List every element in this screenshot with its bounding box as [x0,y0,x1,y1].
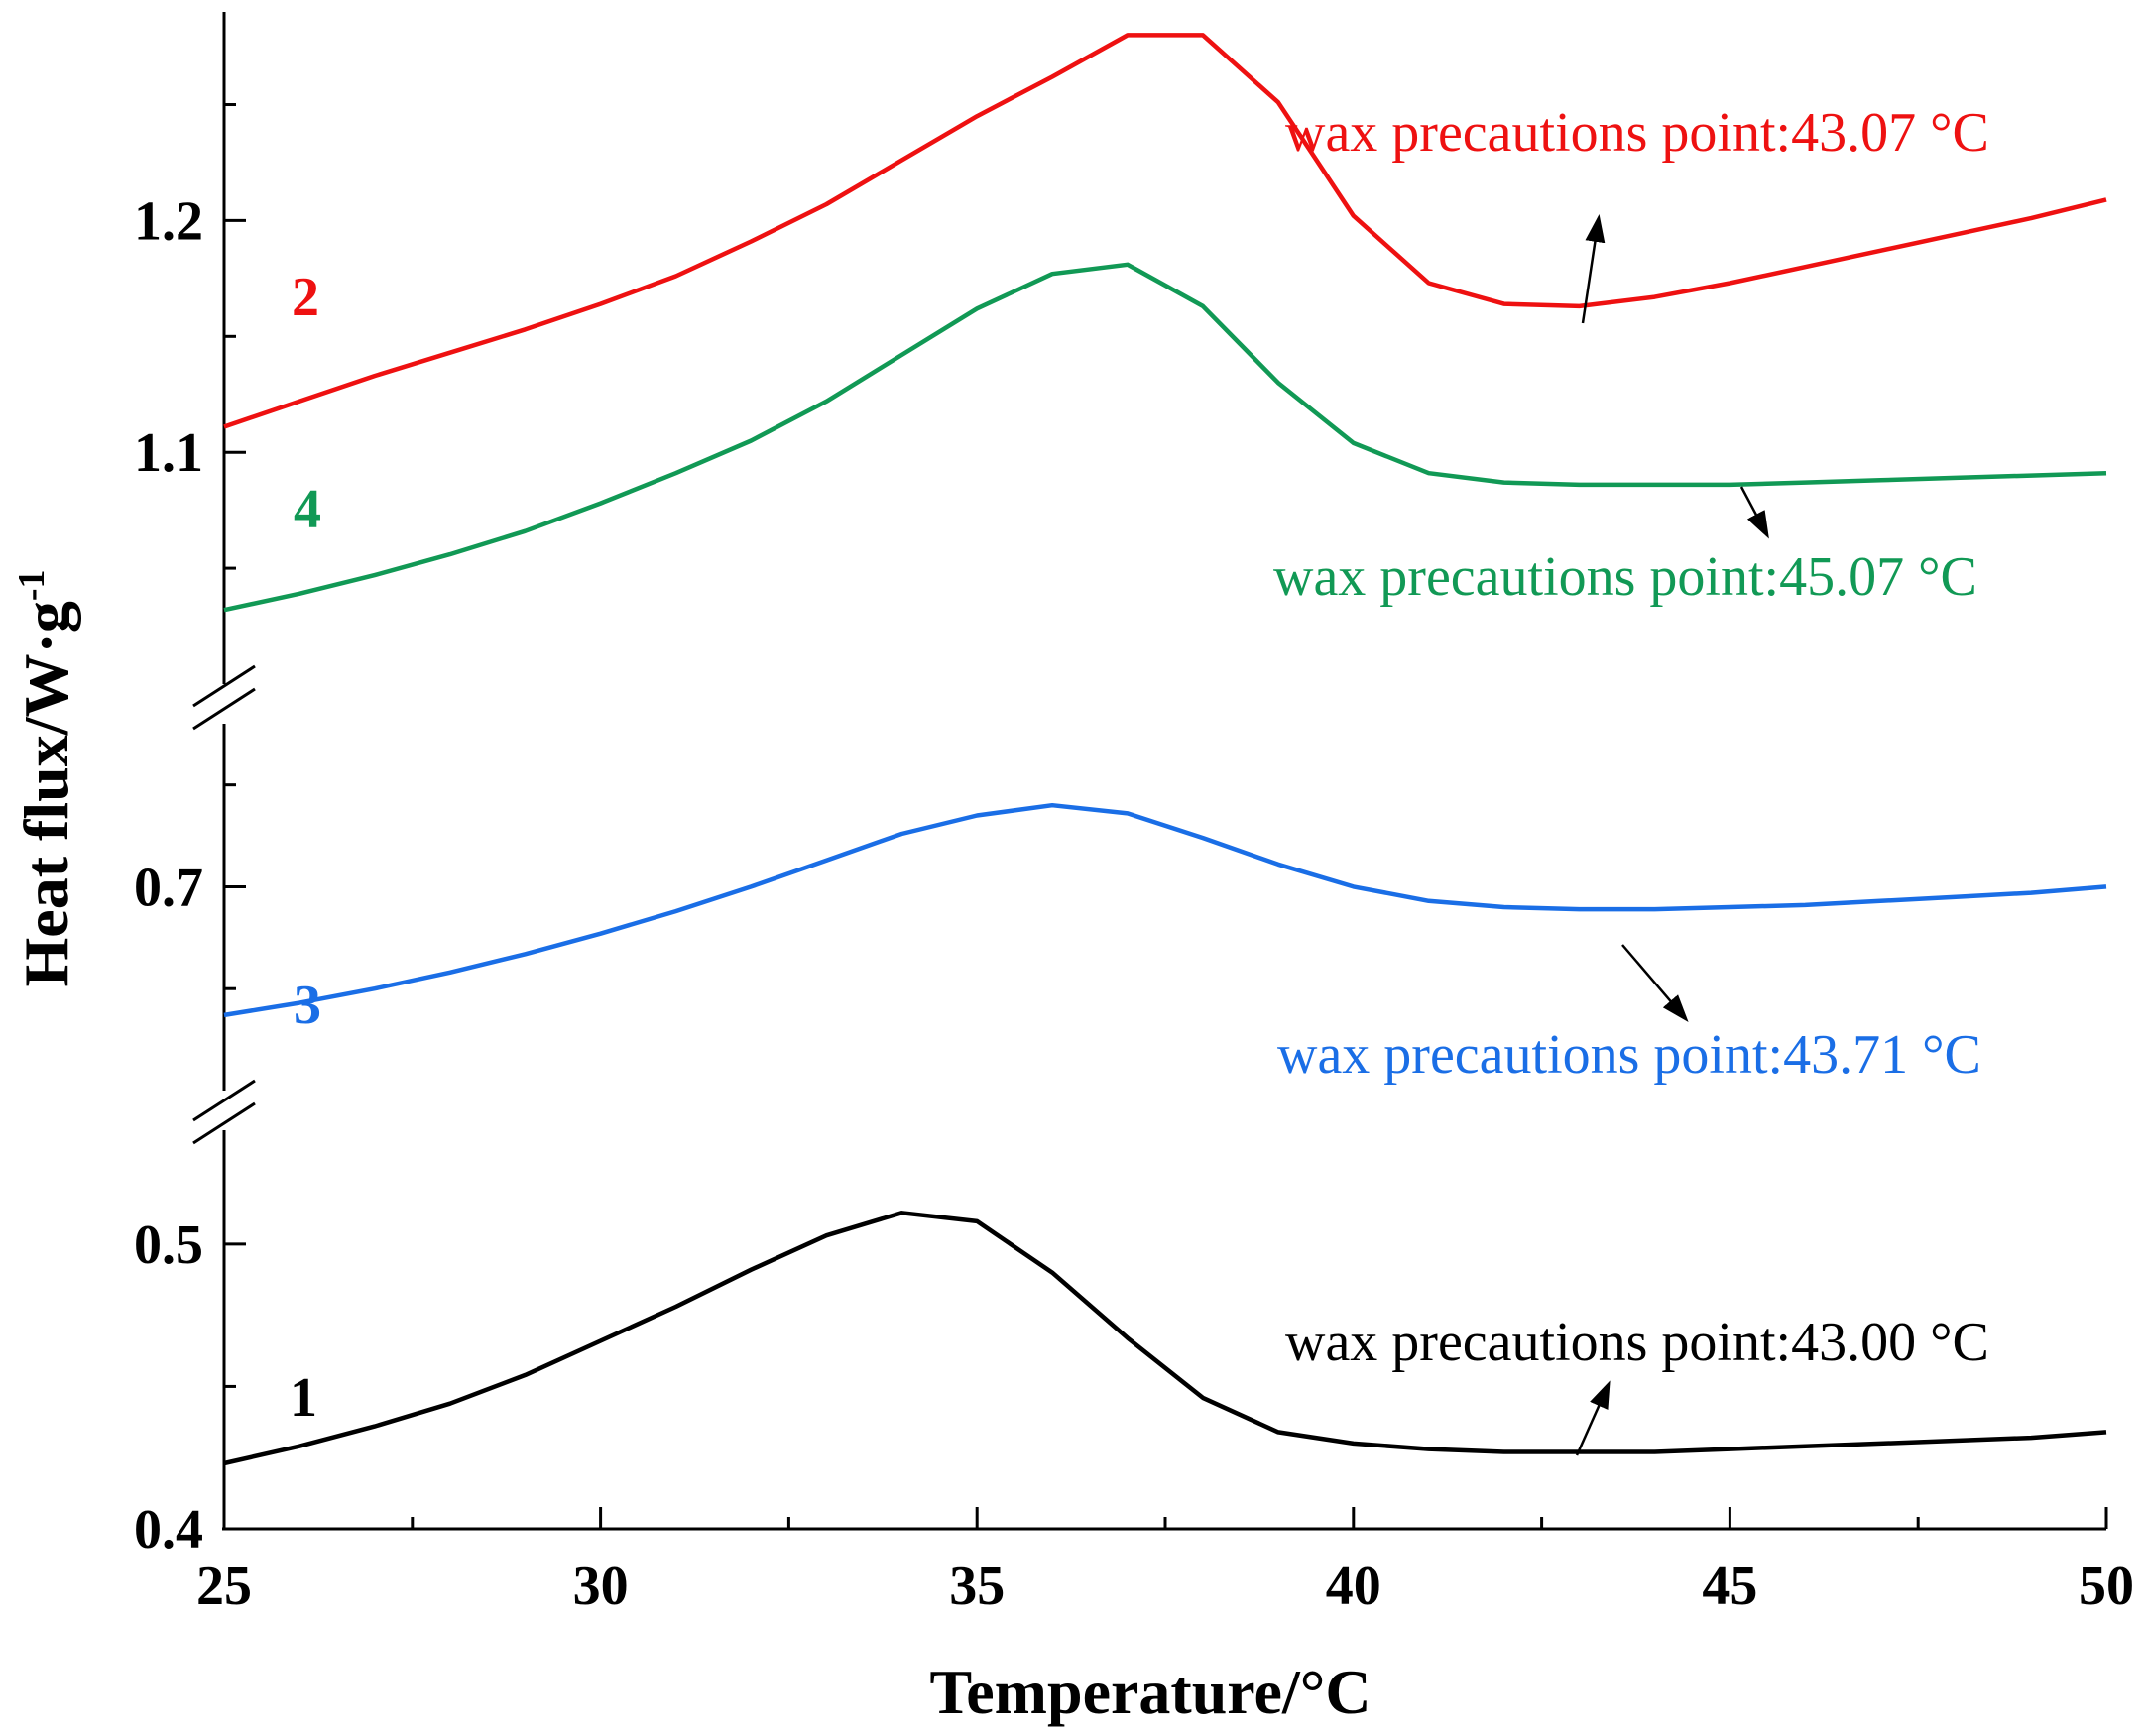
y-ticks: 0.4 0.5 0.7 1.1 1.2 [134,103,246,1561]
series-number-label-1: 1 [290,1367,317,1429]
y-tick-label: 0.5 [134,1215,203,1276]
y-tick-label: 0.7 [134,857,203,918]
series-line-4 [223,262,2107,613]
annotation-arrow-4 [1739,486,1769,539]
series-number-label-2: 2 [292,267,319,328]
annotation-text-1: wax precautions point:43.00 °C [1285,1312,1989,1373]
series-number-label-3: 3 [294,975,321,1036]
series-number-label-4: 4 [294,479,321,540]
x-tick-label: 25 [196,1556,252,1617]
annotation-text-3: wax precautions point:43.71 °C [1277,1024,1981,1086]
annotation-text-2: wax precautions point:43.07 °C [1285,102,1989,164]
x-tick-label: 50 [2079,1556,2134,1617]
y-tick-label: 1.2 [134,190,203,252]
x-tick-label: 30 [573,1556,629,1617]
series-line-1 [223,1211,2107,1466]
x-tick-label: 40 [1326,1556,1381,1617]
annotation-arrow-3 [1621,944,1689,1023]
y-axis-title: Heat flux/W·g-1 [11,570,81,987]
x-tick-label: 35 [949,1556,1005,1617]
y-tick-label: 1.1 [134,422,203,484]
y-axis-title-main: Heat flux/W·g [11,601,81,986]
series-lines: 1 2 3 4 [223,33,2107,1466]
x-axis-title: Temperature/°C [929,1657,1371,1727]
x-tick-label: 45 [1702,1556,1757,1617]
annotations: wax precautions point:43.00 °C wax precau… [1273,102,1989,1456]
axis-break-upper [192,664,256,731]
annotation-text-4: wax precautions point:45.07 °C [1273,546,1977,608]
annotation-arrow-1 [1575,1380,1611,1456]
series-line-2 [223,33,2107,429]
y-tick-label: 0.4 [134,1499,203,1561]
axis-break-lower [192,1079,256,1145]
annotation-arrow-2 [1581,214,1606,324]
x-ticks: 25 30 35 40 45 50 [196,1507,2134,1617]
series-line-3 [223,802,2107,1018]
y-axis-title-superscript: -1 [11,570,53,602]
